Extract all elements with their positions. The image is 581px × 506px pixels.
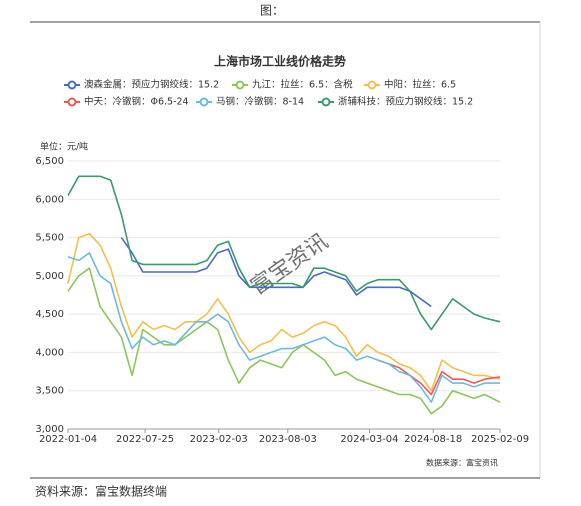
series-line <box>377 359 501 396</box>
legend-label: 中阳：拉丝：6.5 <box>384 79 456 91</box>
y-tick-label: 6,500 <box>35 156 64 167</box>
x-tick-label: 2024-03-04 <box>340 434 398 445</box>
legend-label: 九江：拉丝：6.5：含税 <box>252 79 353 91</box>
legend-marker <box>199 97 209 107</box>
series-line <box>67 267 501 415</box>
y-tick-label: 4,500 <box>35 309 64 320</box>
y-tick-label: 5,500 <box>35 233 64 244</box>
y-tick-label: 3,000 <box>35 424 64 435</box>
y-tick-label: 4,000 <box>35 347 64 358</box>
x-tick-label: 2025-02-09 <box>471 434 529 445</box>
x-tick-label: 2023-08-03 <box>259 434 317 445</box>
footer: 资料来源：富宝数据终端 <box>35 484 167 499</box>
source: 数据来源：富宝资讯 <box>426 458 498 468</box>
series-line <box>120 237 432 308</box>
y-unit: 单位：元/吨 <box>40 141 88 153</box>
series-line <box>67 252 500 403</box>
legend-marker <box>235 80 245 90</box>
watermark: 富宝资讯 <box>246 229 332 300</box>
legend-marker <box>321 97 331 107</box>
series-line <box>67 175 501 331</box>
legend-label: 中天：冷镦钢：Φ6.5-24 <box>84 96 189 108</box>
x-tick-label: 2022-01-04 <box>39 434 97 445</box>
legend-label: 马钢：冷镦钢：8-14 <box>216 96 304 108</box>
header-title: 图： <box>260 4 284 18</box>
legend-marker <box>67 80 77 90</box>
x-tick-label: 2023-02-03 <box>190 434 248 445</box>
y-tick-label: 6,000 <box>35 194 64 205</box>
legend-marker <box>367 80 377 90</box>
legend-label: 浙辅科技：预应力钢绞线：15.2 <box>338 96 473 108</box>
x-tick-label: 2022-07-25 <box>116 434 174 445</box>
x-tick-label: 2024-08-18 <box>404 434 462 445</box>
legend-label: 澳森金属：预应力钢绞线：15.2 <box>84 79 219 91</box>
chart-title: 上海市场工业线价格走势 <box>214 54 346 69</box>
legend-marker <box>67 97 77 107</box>
y-tick-label: 5,000 <box>35 271 64 282</box>
y-tick-label: 3,500 <box>35 386 64 397</box>
series-line <box>67 232 501 392</box>
